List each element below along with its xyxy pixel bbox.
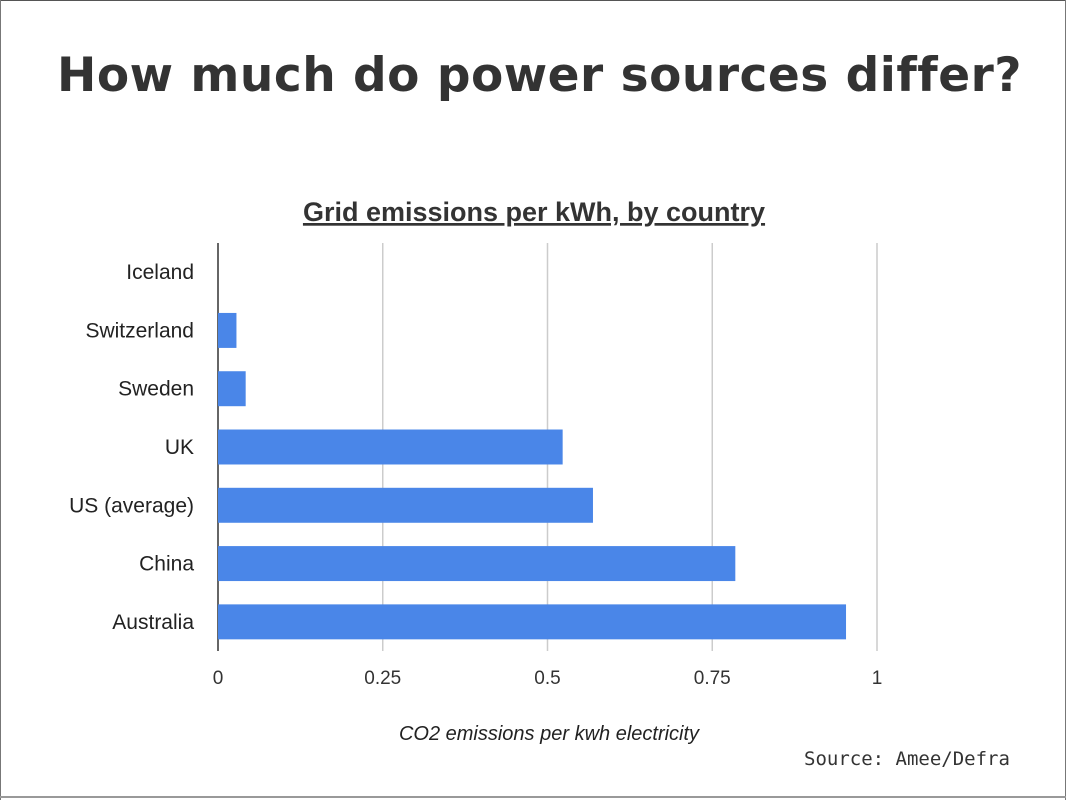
category-label: Sweden — [118, 378, 194, 401]
x-tick-label: 0 — [213, 668, 224, 689]
label-layer: 0 0.25 0.5 0.75 1 Iceland Switzerland Sweden UK U… — [69, 261, 882, 689]
category-label: China — [139, 553, 194, 576]
category-label: Australia — [112, 611, 194, 634]
bar-china — [218, 546, 736, 582]
bar-layer — [218, 312, 847, 640]
bar-switzerland — [218, 312, 237, 348]
source-note: Source: Amee/Defra — [804, 748, 1010, 770]
bar-australia — [218, 604, 847, 640]
slide-border-bottom — [0, 796, 1066, 798]
chart-title: Grid emissions per kWh, by country — [303, 197, 765, 227]
x-tick-label: 0.5 — [534, 668, 560, 689]
category-label: Iceland — [126, 261, 194, 284]
x-tick-label: 0.25 — [364, 668, 401, 689]
bar-us-average — [218, 487, 593, 523]
slide-border-top — [0, 0, 1066, 1]
bar-uk — [218, 429, 563, 465]
slide-title: How much do power sources differ? — [57, 48, 1023, 103]
x-tick-label: 1 — [872, 668, 883, 689]
x-tick-label: 0.75 — [694, 668, 731, 689]
x-axis-label: CO2 emissions per kwh electricity — [399, 723, 700, 745]
bar-sweden — [218, 371, 246, 407]
category-label: Switzerland — [85, 319, 194, 342]
slide-border-left — [0, 0, 1, 800]
category-label: US (average) — [69, 494, 194, 517]
category-label: UK — [165, 436, 194, 459]
